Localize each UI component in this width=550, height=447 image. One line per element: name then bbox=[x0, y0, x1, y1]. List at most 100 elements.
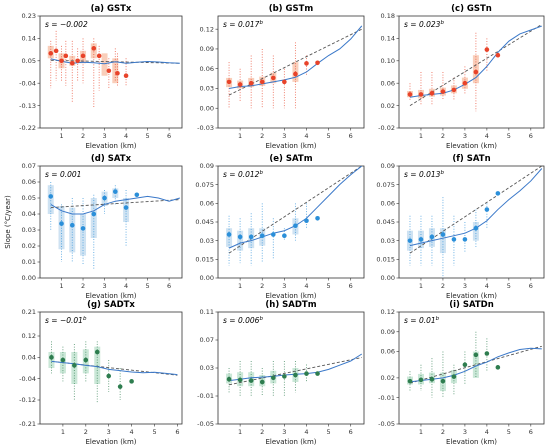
y-tick-label: -0.12 bbox=[19, 396, 36, 404]
data-point bbox=[495, 191, 501, 196]
x-tick-label: 1 bbox=[59, 282, 63, 290]
data-point bbox=[473, 225, 479, 231]
plot-area bbox=[48, 341, 178, 403]
x-axis-label: Elevation (km) bbox=[446, 292, 497, 300]
y-tick-label: 0.18 bbox=[381, 12, 395, 20]
y-tick-label: 0.09 bbox=[381, 328, 395, 336]
y-tick-label: 0.06 bbox=[200, 200, 214, 208]
x-tick-label: 4 bbox=[304, 132, 308, 140]
x-tick-label: 4 bbox=[304, 428, 308, 436]
y-tick-label: -0.04 bbox=[19, 79, 36, 87]
data-point bbox=[315, 60, 320, 66]
data-point bbox=[123, 73, 129, 79]
y-tick-label: 0.03 bbox=[22, 226, 36, 234]
y-tick-label: 0.00 bbox=[200, 274, 214, 282]
plot-area bbox=[47, 30, 180, 109]
y-tick-label: 0.06 bbox=[381, 79, 395, 87]
data-point bbox=[462, 80, 468, 86]
data-point bbox=[91, 46, 97, 51]
data-point bbox=[418, 377, 424, 383]
iqr-box bbox=[112, 58, 119, 84]
data-point bbox=[113, 189, 118, 194]
x-tick-label: 3 bbox=[282, 282, 286, 290]
y-tick-label: 0.02 bbox=[381, 102, 395, 110]
data-point bbox=[259, 79, 265, 85]
x-tick-label: 3 bbox=[282, 132, 286, 140]
data-point bbox=[484, 207, 490, 212]
x-tick-label: 4 bbox=[124, 132, 128, 140]
y-tick-label: 0.23 bbox=[22, 12, 36, 20]
y-tick-label: 0.075 bbox=[376, 181, 395, 189]
x-tick-label: 3 bbox=[463, 428, 467, 436]
data-point bbox=[407, 92, 413, 97]
data-point bbox=[53, 48, 59, 54]
data-point bbox=[91, 211, 97, 217]
x-tick-label: 5 bbox=[146, 282, 150, 290]
data-point bbox=[248, 80, 254, 86]
x-tick-label: 1 bbox=[419, 132, 423, 140]
y-tick-label: 0.09 bbox=[200, 162, 214, 170]
data-point bbox=[484, 351, 490, 356]
trend-line bbox=[50, 59, 180, 64]
x-tick-label: 2 bbox=[81, 282, 85, 290]
x-tick-label: 6 bbox=[175, 428, 179, 436]
data-point bbox=[123, 205, 129, 210]
chart-panel-6: (f) SATn s = 0.013b 0.00 0.015 0.03 0.045 0.06… bbox=[376, 154, 545, 300]
y-tick-label: 0.12 bbox=[381, 308, 395, 316]
data-point bbox=[304, 61, 309, 66]
y-tick-label: 0.07 bbox=[200, 336, 214, 344]
x-tick-label: 3 bbox=[463, 282, 467, 290]
iqr-box bbox=[47, 185, 54, 214]
data-point bbox=[407, 378, 413, 384]
data-point bbox=[237, 234, 243, 240]
y-tick-label: 0.03 bbox=[200, 237, 214, 245]
chart-panel-3: (c) GSTn s = 0.023b -0.02 0.02 0.06 0.10 0.14 0… bbox=[378, 4, 545, 150]
plot-area bbox=[226, 353, 363, 396]
x-tick-label: 4 bbox=[485, 132, 489, 140]
y-tick-label: -0.02 bbox=[378, 124, 395, 132]
data-point bbox=[440, 89, 446, 94]
mean-curve bbox=[228, 25, 363, 89]
x-tick-label: 6 bbox=[529, 428, 533, 436]
slope-annotation: s = 0.012b bbox=[223, 170, 263, 179]
data-point bbox=[102, 195, 107, 201]
x-tick-label: 4 bbox=[130, 428, 134, 436]
x-tick-label: 5 bbox=[146, 132, 150, 140]
y-tick-label: -0.21 bbox=[19, 420, 36, 428]
y-tick-label: 0.06 bbox=[381, 200, 395, 208]
y-tick-label: 0.21 bbox=[22, 308, 36, 316]
data-point bbox=[462, 362, 468, 368]
slope-annotation: s = 0.006b bbox=[223, 316, 263, 325]
y-tick-label: 0.14 bbox=[381, 35, 395, 43]
y-tick-label: 0.12 bbox=[200, 25, 214, 33]
data-point bbox=[69, 60, 75, 66]
y-tick-label: 0.01 bbox=[22, 258, 36, 266]
x-axis-label: Elevation (km) bbox=[85, 438, 136, 446]
x-tick-label: 1 bbox=[61, 428, 65, 436]
data-point bbox=[48, 194, 54, 199]
data-point bbox=[80, 53, 86, 59]
x-tick-label: 6 bbox=[167, 282, 171, 290]
x-tick-label: 1 bbox=[419, 428, 423, 436]
data-point bbox=[72, 363, 77, 368]
x-tick-label: 2 bbox=[260, 428, 264, 436]
y-tick-label: 0.12 bbox=[22, 332, 36, 340]
x-tick-label: 6 bbox=[167, 132, 171, 140]
data-point bbox=[134, 192, 140, 198]
iqr-box bbox=[472, 351, 479, 378]
x-tick-label: 6 bbox=[349, 282, 353, 290]
plot-area bbox=[406, 331, 542, 398]
plot-frame bbox=[39, 15, 183, 129]
trend-line bbox=[50, 199, 180, 209]
x-tick-label: 2 bbox=[260, 282, 264, 290]
y-tick-label: 0.07 bbox=[22, 162, 36, 170]
data-point bbox=[75, 58, 80, 64]
y-tick-label: 0.04 bbox=[22, 210, 36, 218]
data-point bbox=[495, 52, 501, 58]
data-point bbox=[315, 215, 320, 221]
data-point bbox=[451, 237, 457, 242]
y-tick-label: 0.04 bbox=[22, 354, 36, 362]
x-tick-label: 5 bbox=[152, 428, 156, 436]
y-tick-label: 0.09 bbox=[381, 162, 395, 170]
